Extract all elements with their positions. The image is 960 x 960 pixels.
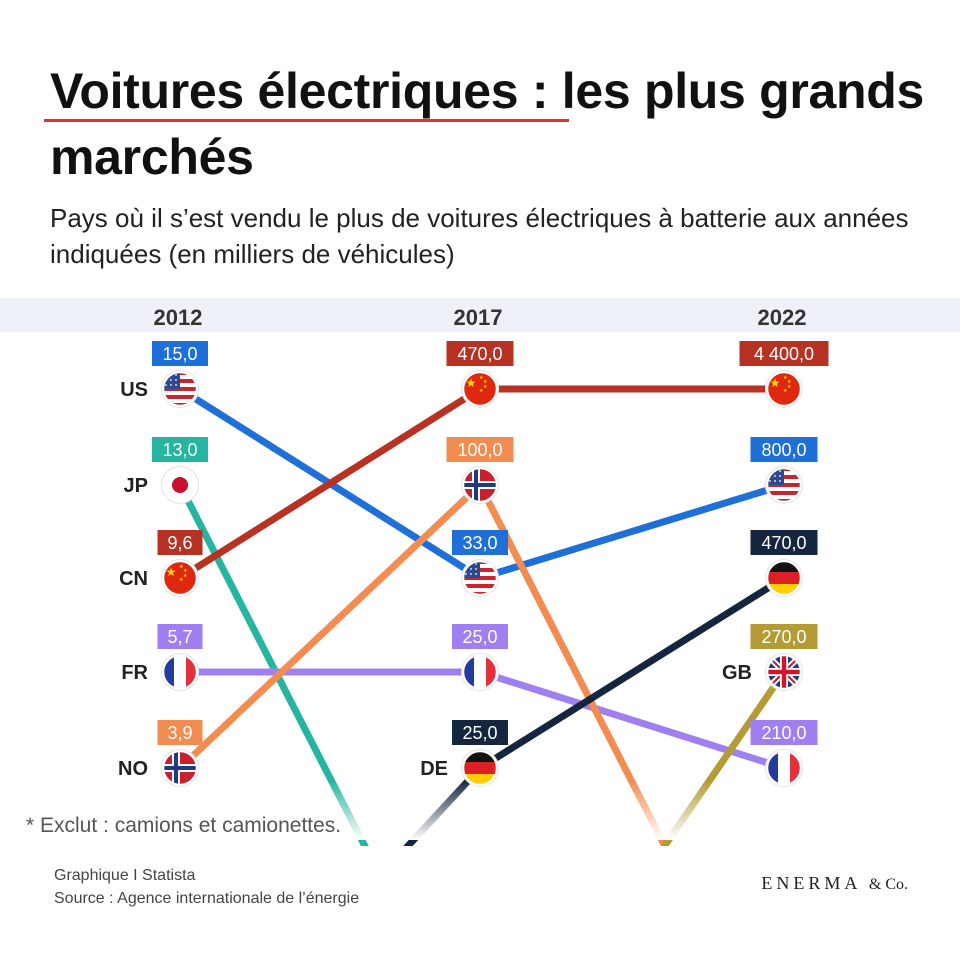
value-text: 33,0	[462, 533, 497, 553]
value-label-2012-us: 15,0	[152, 341, 208, 366]
flag-no-icon	[161, 749, 199, 787]
country-label-fr-2012: FR	[121, 662, 148, 684]
svg-text:★: ★	[183, 568, 188, 574]
footnote: * Exclut : camions et camionettes.	[26, 814, 342, 837]
series-line-us-1	[476, 481, 788, 582]
bottom-fade	[0, 780, 960, 840]
svg-text:★: ★	[183, 573, 188, 579]
value-text: 470,0	[457, 344, 502, 364]
flag-de-icon	[461, 749, 499, 787]
brand-suffix: & Co.	[868, 876, 908, 893]
value-text: 100,0	[457, 440, 502, 460]
flag-de-icon	[765, 559, 803, 597]
value-label-2022-gb: 270,0	[750, 624, 818, 649]
country-label-no-2012: NO	[118, 758, 148, 780]
value-label-2022-cn: 4 400,0	[739, 341, 829, 366]
value-label-2017-us: 33,0	[452, 530, 508, 555]
source-credit: Graphique I Statista Source : Agence int…	[54, 864, 359, 910]
value-label-2022-us: 800,0	[750, 437, 818, 462]
year-header-2017: 2017	[454, 305, 503, 330]
country-label-jp-2012: JP	[124, 475, 148, 497]
series-line-de-1	[476, 574, 788, 772]
value-label-2022-de: 470,0	[750, 530, 818, 555]
flag-fr-icon	[765, 749, 803, 787]
svg-text:★: ★	[479, 388, 484, 394]
flag-jp-icon	[161, 466, 199, 504]
title-underline	[44, 119, 569, 122]
value-text: 25,0	[462, 627, 497, 647]
value-text: 210,0	[761, 723, 806, 743]
flag-gb-icon	[765, 653, 803, 691]
value-label-2012-no: 3,9	[157, 720, 203, 745]
value-text: 270,0	[761, 627, 806, 647]
country-label-gb-2022: GB	[722, 662, 752, 684]
series-line-fr-1	[476, 668, 788, 772]
flag-cn-icon: ★ ★★★★	[765, 370, 803, 408]
value-label-2017-cn: 470,0	[446, 341, 514, 366]
year-header-2012: 2012	[154, 305, 203, 330]
value-text: 3,9	[167, 723, 192, 743]
value-text: 5,7	[167, 627, 192, 647]
credit-line-source: Source : Agence internationale de l’éner…	[54, 890, 360, 907]
value-text: 4 400,0	[754, 344, 814, 364]
svg-text:★: ★	[783, 388, 788, 394]
chart-subtitle: Pays où il s’est vendu le plus de voitur…	[50, 203, 909, 269]
flag-no-icon	[461, 466, 499, 504]
country-label-cn-2012: CN	[119, 568, 148, 590]
svg-text:★: ★	[483, 379, 488, 385]
chart-title: Voitures électriques : les plus grands m…	[50, 63, 925, 185]
svg-text:★: ★	[466, 376, 477, 390]
country-label-us-2012: US	[120, 379, 148, 401]
series-line-no-0	[176, 481, 484, 772]
value-label-2012-fr: 5,7	[157, 624, 203, 649]
series-line-cn-0	[176, 385, 484, 582]
year-header-2022: 2022	[758, 305, 807, 330]
flag-us-icon	[161, 370, 199, 408]
flag-fr-icon	[461, 653, 499, 691]
svg-text:★: ★	[483, 384, 488, 390]
value-label-2017-de: 25,0	[452, 720, 508, 745]
svg-text:★: ★	[770, 376, 781, 390]
flag-cn-icon: ★ ★★★★	[461, 370, 499, 408]
credit-line-graphique: Graphique I Statista	[54, 867, 196, 884]
value-text: 13,0	[162, 440, 197, 460]
country-label-de-2017: DE	[420, 758, 448, 780]
year-header-band	[0, 298, 960, 332]
flag-us-icon	[765, 466, 803, 504]
flag-cn-icon: ★ ★★★★	[161, 559, 199, 597]
value-label-2017-fr: 25,0	[452, 624, 508, 649]
value-label-2017-no: 100,0	[446, 437, 514, 462]
svg-text:★: ★	[179, 564, 184, 570]
svg-text:★: ★	[479, 375, 484, 381]
value-label-2012-jp: 13,0	[152, 437, 208, 462]
brand-logo: ENERMA & Co.	[761, 873, 908, 894]
svg-text:★: ★	[166, 565, 177, 579]
value-text: 470,0	[761, 533, 806, 553]
value-text: 15,0	[162, 344, 197, 364]
svg-text:★: ★	[783, 375, 788, 381]
flag-us-icon	[461, 559, 499, 597]
value-text: 25,0	[462, 723, 497, 743]
value-text: 9,6	[167, 533, 192, 553]
svg-text:★: ★	[179, 577, 184, 583]
value-label-2022-fr: 210,0	[750, 720, 818, 745]
footer	[0, 846, 960, 960]
brand-name: ENERMA	[761, 873, 861, 893]
flag-fr-icon	[161, 653, 199, 691]
svg-text:★: ★	[787, 379, 792, 385]
value-label-2012-cn: 9,6	[157, 530, 203, 555]
svg-text:★: ★	[787, 384, 792, 390]
value-text: 800,0	[761, 440, 806, 460]
